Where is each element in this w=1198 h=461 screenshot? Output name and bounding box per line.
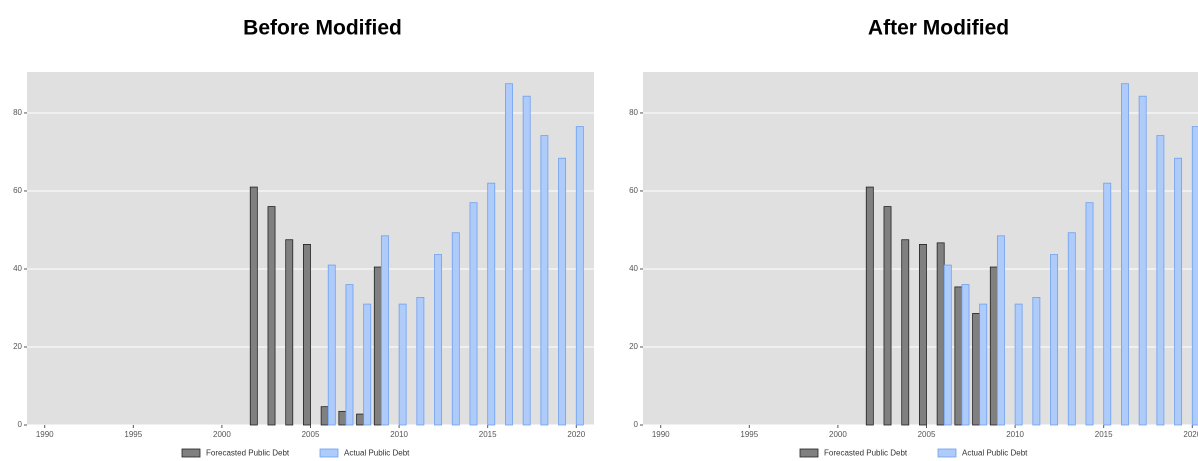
bar xyxy=(327,264,336,426)
x-tick-label: 1995 xyxy=(124,430,142,439)
x-tick-label: 2000 xyxy=(829,430,847,439)
chart-title: After Modified xyxy=(868,17,1009,40)
bar xyxy=(883,206,892,426)
bar xyxy=(434,254,443,426)
bar xyxy=(979,303,988,426)
bar xyxy=(540,135,549,426)
bar xyxy=(1032,297,1041,426)
bar xyxy=(320,406,329,426)
bar xyxy=(416,297,425,426)
legend-swatch xyxy=(319,448,339,458)
y-tick-label: 0 xyxy=(18,420,23,429)
bar xyxy=(303,244,311,426)
bar xyxy=(1156,135,1165,426)
bar xyxy=(505,83,513,426)
y-tick-label: 20 xyxy=(629,342,638,351)
bar xyxy=(1174,157,1183,426)
chart-title: Before Modified xyxy=(243,17,402,40)
bar xyxy=(954,286,963,426)
bar xyxy=(961,284,970,426)
legend-label: Actual Public Debt xyxy=(962,449,1028,458)
bar xyxy=(380,235,389,426)
x-tick-label: 2010 xyxy=(1006,430,1024,439)
legend-swatch xyxy=(181,448,201,458)
y-tick-label: 60 xyxy=(629,186,638,195)
bar xyxy=(972,313,981,426)
bar xyxy=(989,266,998,426)
bar xyxy=(338,410,347,426)
bar xyxy=(373,266,382,426)
x-tick-label: 2005 xyxy=(918,430,936,439)
y-tick-label: 80 xyxy=(629,108,638,117)
x-tick-label: 2000 xyxy=(213,430,231,439)
bar xyxy=(1121,83,1129,426)
bar xyxy=(363,303,372,426)
y-tick-label: 40 xyxy=(13,264,22,273)
x-tick-label: 2015 xyxy=(479,430,497,439)
bar xyxy=(575,126,584,426)
bar xyxy=(558,157,567,426)
y-tick-label: 60 xyxy=(13,186,22,195)
bar xyxy=(1103,182,1112,426)
y-tick-label: 40 xyxy=(629,264,638,273)
x-tick-label: 1990 xyxy=(652,430,670,439)
x-tick-label: 2010 xyxy=(390,430,408,439)
bar xyxy=(249,186,258,426)
bar xyxy=(1050,254,1059,426)
x-tick-label: 1995 xyxy=(740,430,758,439)
bar xyxy=(398,303,407,426)
bar xyxy=(345,284,354,426)
bar xyxy=(1138,95,1147,426)
bar xyxy=(285,239,294,426)
legend-label: Actual Public Debt xyxy=(344,449,410,458)
bar xyxy=(1014,303,1023,426)
x-tick-label: 2020 xyxy=(567,430,585,439)
bar xyxy=(919,244,927,426)
x-tick-label: 2015 xyxy=(1095,430,1113,439)
bar xyxy=(1191,126,1198,426)
bar xyxy=(936,242,945,426)
legend-label: Forecasted Public Debt xyxy=(206,449,290,458)
bar xyxy=(1085,202,1094,426)
y-tick-label: 80 xyxy=(13,108,22,117)
bar xyxy=(1067,232,1076,426)
bar xyxy=(522,95,531,426)
bar xyxy=(451,232,460,426)
bar xyxy=(487,182,496,426)
bar xyxy=(901,239,910,426)
bar xyxy=(943,264,952,426)
y-tick-label: 0 xyxy=(634,420,639,429)
y-tick-label: 20 xyxy=(13,342,22,351)
bar xyxy=(267,206,276,426)
bar xyxy=(996,235,1005,426)
legend-swatch xyxy=(937,448,957,458)
bar xyxy=(469,202,478,426)
x-tick-label: 2020 xyxy=(1183,430,1198,439)
bar xyxy=(356,413,365,426)
legend-swatch xyxy=(799,448,819,458)
bar xyxy=(865,186,874,426)
x-tick-label: 2005 xyxy=(302,430,320,439)
legend-label: Forecasted Public Debt xyxy=(824,449,908,458)
x-tick-label: 1990 xyxy=(36,430,54,439)
